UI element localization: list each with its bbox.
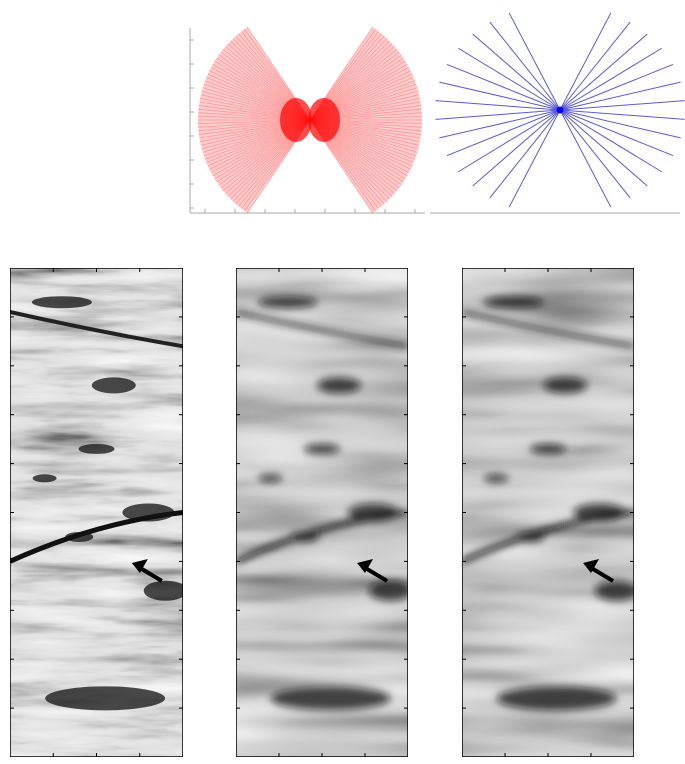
dark-region [484,474,508,482]
dark-region [33,474,57,482]
star-ray [509,110,560,207]
star-ray [560,13,611,110]
star-ray [560,110,662,172]
dark-region [79,444,115,454]
star-ray [473,110,560,186]
dark-region [32,296,92,308]
star-ray [458,110,560,172]
star-center [557,107,564,114]
dark-region [258,474,282,482]
star-ray [560,48,662,110]
dark-region [271,686,391,710]
star-ray [560,22,630,110]
dark-region [144,581,188,601]
image-panel [462,268,639,757]
figure [0,0,685,764]
dark-region [543,377,587,393]
dark-region [317,377,361,393]
fan-core [308,98,340,142]
star-ray [560,34,647,110]
fan-core [280,98,312,142]
star-ray [560,110,611,207]
image-panel [10,268,188,757]
dark-region [92,377,136,393]
dark-region [484,296,544,308]
dark-region [258,296,318,308]
star-plot [430,13,685,213]
star-ray [509,13,560,110]
star-ray [490,22,560,110]
star-ray [560,110,647,186]
star-ray [490,110,560,198]
star-ray [458,48,560,110]
dark-region [304,444,340,454]
dark-region [369,581,413,601]
dark-region [45,686,165,710]
star-ray [560,110,630,198]
dark-region [530,444,566,454]
dark-region [497,686,617,710]
star-ray [473,34,560,110]
fan-plot [190,27,425,213]
page: (() => { const data = JSON.parse(documen… [0,0,685,764]
image-panel [236,268,413,757]
dark-region [595,581,639,601]
